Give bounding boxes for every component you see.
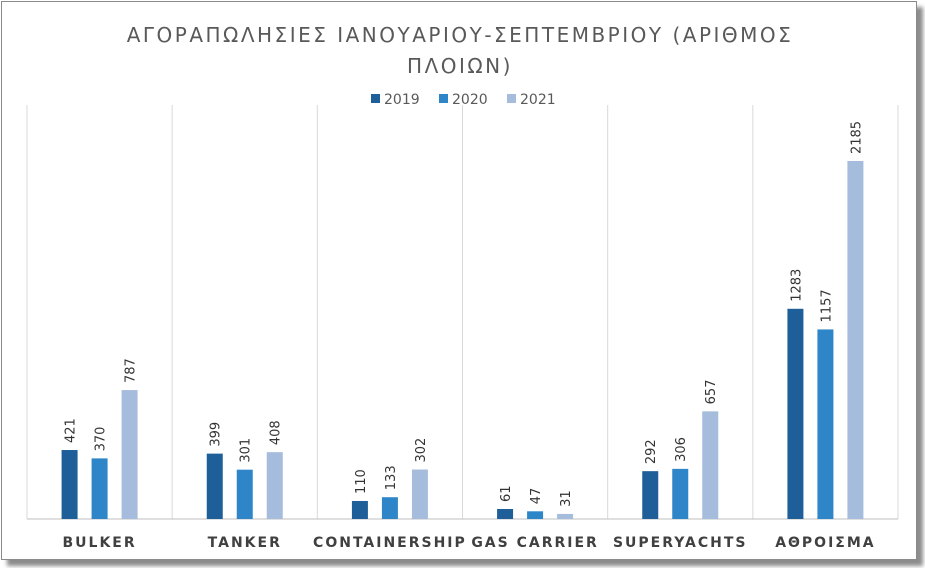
bar-bulker-2019 <box>61 450 78 519</box>
category-label-αθροισμα: ΑΘΡΟΙΣΜΑ <box>775 535 875 551</box>
bar-αθροισμα-2021 <box>847 161 864 519</box>
bar-αθροισμα-2020 <box>817 329 834 519</box>
category-label-gas-carrier: GAS CARRIER <box>471 535 599 551</box>
category-label-tanker: TANKER <box>208 535 282 551</box>
bar-bulker-2021 <box>121 390 138 519</box>
category-label-superyachts: SUPERYACHTS <box>613 535 748 551</box>
bar-containership-2021 <box>411 469 428 519</box>
legend-swatch-2020 <box>439 94 448 103</box>
chart-title-line-1: ΑΓΟΡΑΠΩΛΗΣΙΕΣ ΙΑΝΟΥΑΡΙΟΥ-ΣΕΠΤΕΜΒΡΙΟΥ (ΑΡ… <box>127 23 794 47</box>
data-label-containership-2020: 133 <box>384 465 399 490</box>
legend-label-2020: 2020 <box>452 92 488 108</box>
category-label-containership: CONTAINERSHIP <box>313 535 467 551</box>
gridlines <box>26 105 899 520</box>
data-label-αθροισμα-2020: 1157 <box>819 289 834 322</box>
data-label-superyachts-2019: 292 <box>644 439 659 464</box>
legend-swatch-2021 <box>507 94 516 103</box>
bar-superyachts-2020 <box>672 468 689 519</box>
data-label-containership-2021: 302 <box>414 438 429 463</box>
bar-tanker-2020 <box>236 469 253 519</box>
data-label-tanker-2019: 399 <box>209 422 224 447</box>
data-label-containership-2019: 110 <box>354 469 369 494</box>
bar-tanker-2021 <box>266 452 283 519</box>
chart-frame <box>1 1 917 560</box>
data-label-tanker-2020: 301 <box>239 438 254 463</box>
legend-label-2019: 2019 <box>384 92 420 108</box>
category-label-bulker: BULKER <box>63 535 137 551</box>
legend: 2019 2020 2021 <box>371 92 556 108</box>
bar-superyachts-2019 <box>642 471 659 519</box>
data-labels: 421 370 787 399 301 408 110 133 302 61 47 31 292 306 6… <box>64 121 865 507</box>
bar-αθροισμα-2019 <box>787 308 804 519</box>
bar-containership-2020 <box>381 497 398 519</box>
bar-gas-carrier-2021 <box>557 513 574 519</box>
data-label-bulker-2021: 787 <box>124 358 139 383</box>
data-label-αθροισμα-2021: 2185 <box>849 121 864 154</box>
bar-tanker-2019 <box>206 453 223 519</box>
data-label-gas-carrier-2020: 47 <box>529 488 544 505</box>
data-label-superyachts-2020: 306 <box>674 437 689 462</box>
bar-containership-2019 <box>351 500 368 519</box>
chart-title: ΑΓΟΡΑΠΩΛΗΣΙΕΣ ΙΑΝΟΥΑΡΙΟΥ-ΣΕΠΤΕΜΒΡΙΟΥ (ΑΡ… <box>127 23 794 78</box>
bar-superyachts-2021 <box>702 411 719 519</box>
data-label-bulker-2020: 370 <box>94 427 109 452</box>
data-label-gas-carrier-2019: 61 <box>499 485 514 502</box>
data-label-αθροισμα-2019: 1283 <box>789 269 804 302</box>
chart-title-line-2: ΠΛΟΙΩΝ) <box>407 54 513 78</box>
data-label-bulker-2019: 421 <box>64 418 79 443</box>
bar-gas-carrier-2020 <box>527 511 544 519</box>
data-label-gas-carrier-2021: 31 <box>559 490 574 507</box>
bars <box>61 161 864 519</box>
data-label-superyachts-2021: 657 <box>704 380 719 405</box>
data-label-tanker-2021: 408 <box>269 420 284 445</box>
category-labels: BULKER TANKER CONTAINERSHIP GAS CARRIER SUPE… <box>63 535 875 551</box>
legend-swatch-2019 <box>371 94 380 103</box>
legend-label-2021: 2021 <box>520 92 556 108</box>
bar-bulker-2020 <box>91 458 108 519</box>
bar-gas-carrier-2019 <box>497 509 514 519</box>
